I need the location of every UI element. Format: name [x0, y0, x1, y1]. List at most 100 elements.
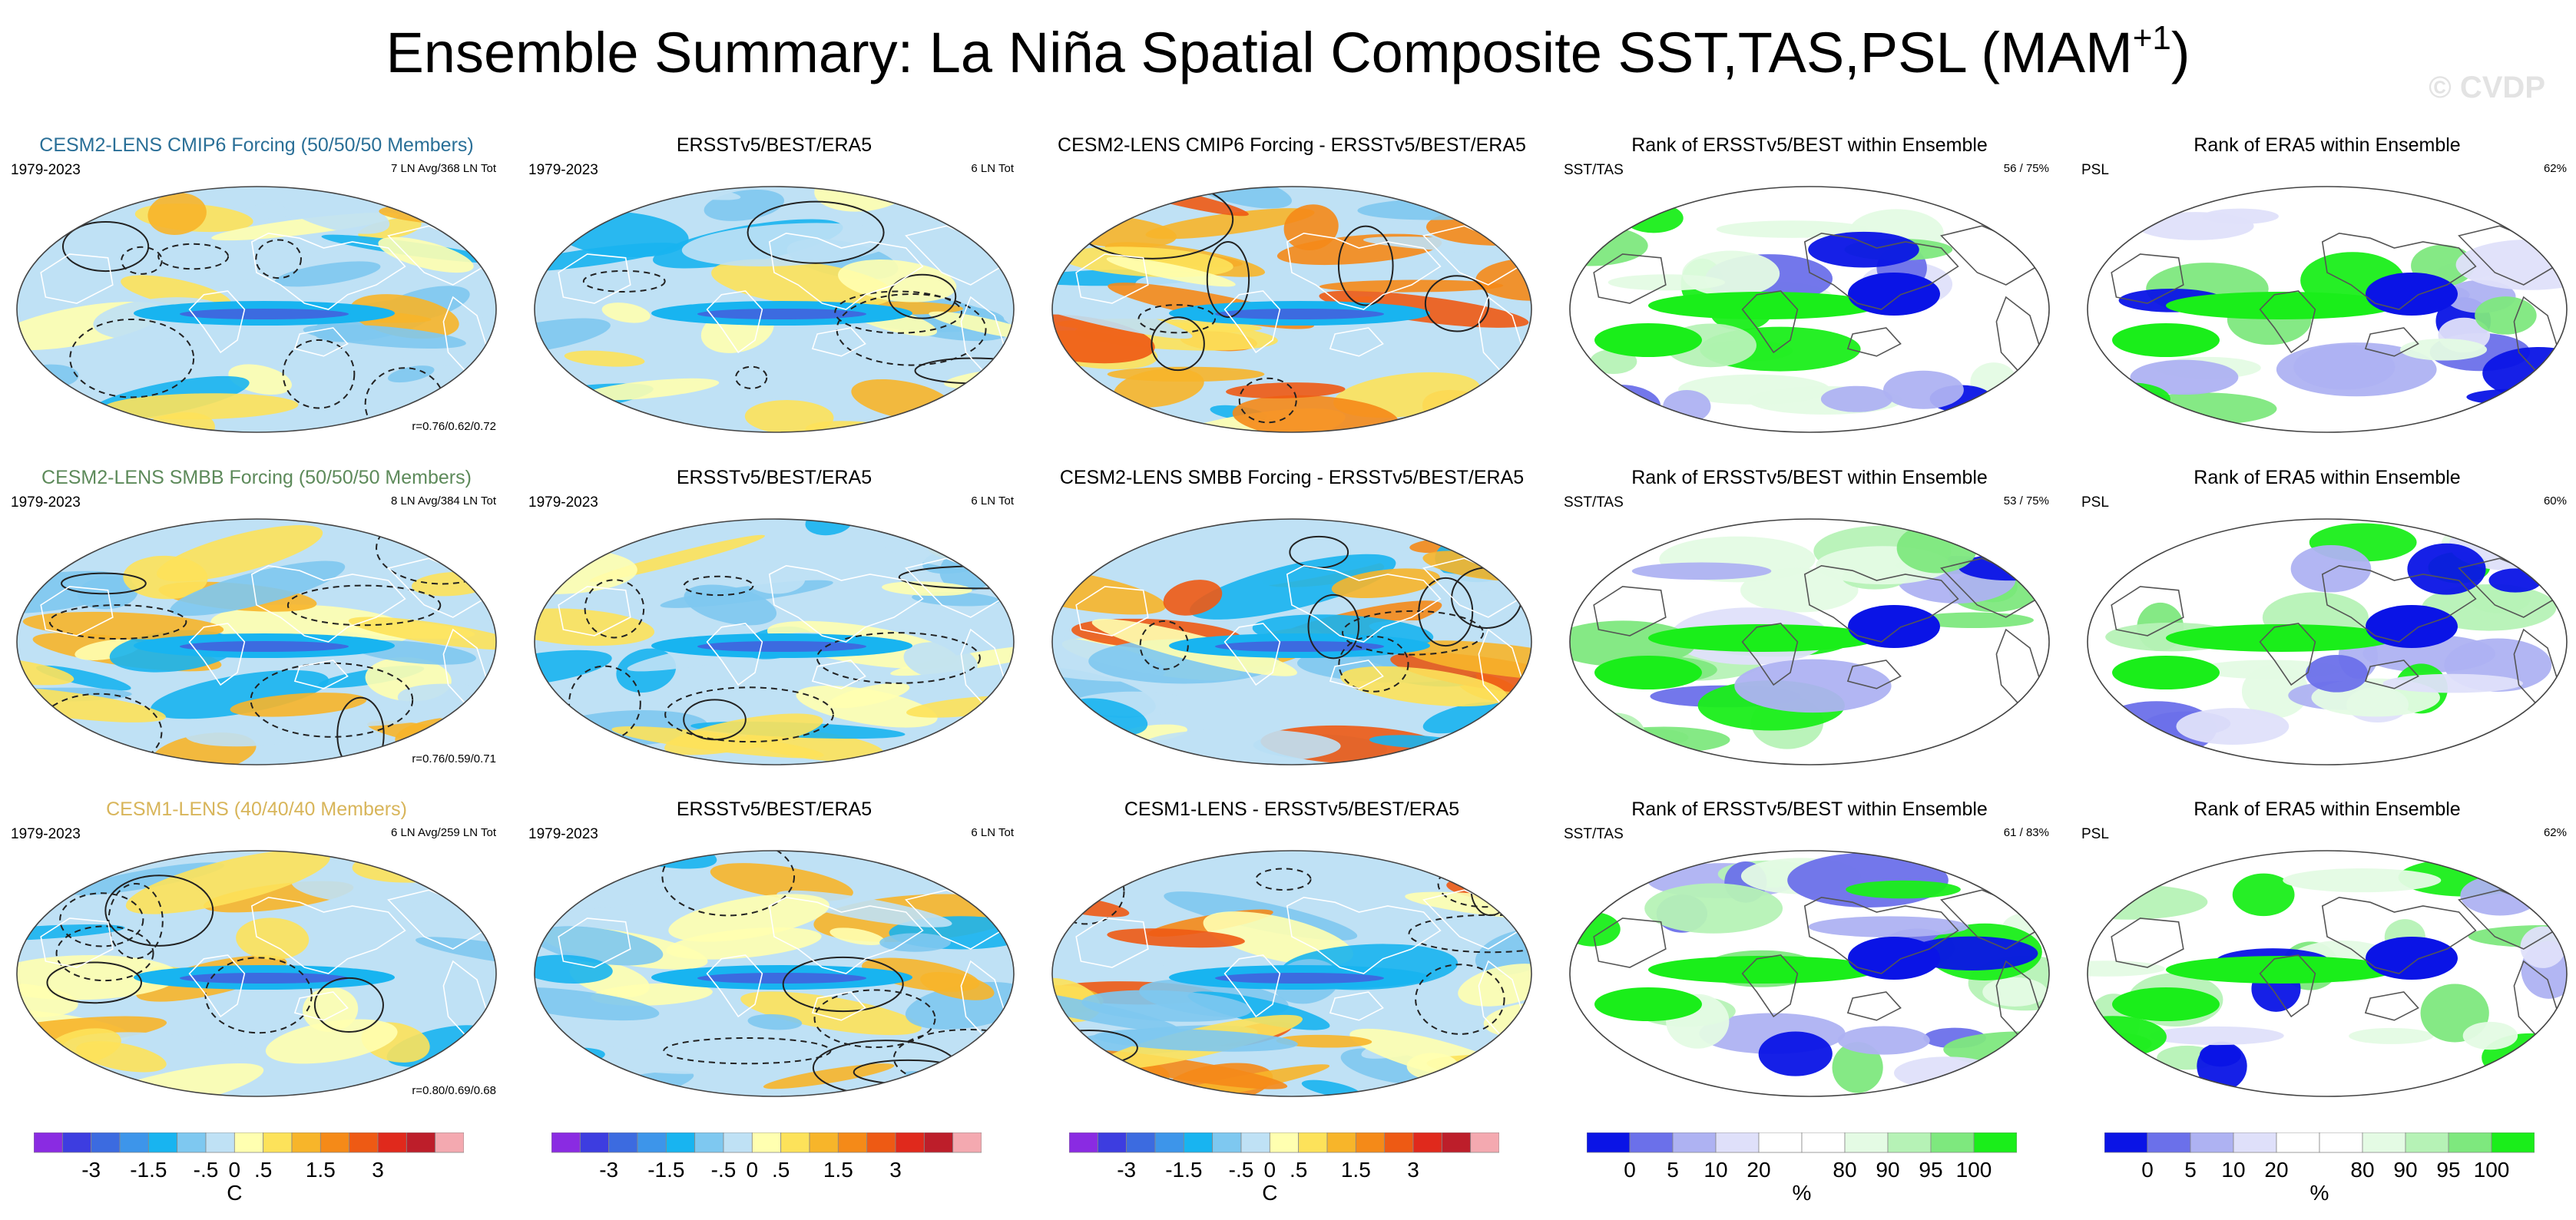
colorbar-segment	[895, 1132, 925, 1153]
panel-title: ERSSTv5/BEST/ERA5	[676, 798, 872, 820]
colorbar-segment	[1441, 1132, 1472, 1153]
colorbar-segment	[205, 1132, 235, 1153]
map-panel: Rank of ERA5 within Ensemble PSL 60%	[2081, 467, 2573, 774]
colorbar-segment	[1298, 1132, 1328, 1153]
colorbar-tick-label: .5	[772, 1158, 790, 1182]
map-panel: CESM1-LENS (40/40/40 Members) 1979-2023 6 …	[11, 798, 502, 1106]
colorbar-segment	[723, 1132, 753, 1153]
colorbar-segment	[1587, 1132, 1631, 1153]
colorbar-tick-label: 10	[2221, 1158, 2245, 1182]
colorbar-segment	[2319, 1132, 2363, 1153]
colorbar-tick-label: 95	[2436, 1158, 2460, 1182]
colorbar-tick-label: -1.5	[1165, 1158, 1202, 1182]
colorbar-segment	[2491, 1132, 2535, 1153]
panel-left-label: PSL	[2081, 494, 2109, 511]
colorbar-tick-label: 0	[2141, 1158, 2154, 1182]
colorbar-segment	[1887, 1132, 1932, 1153]
colorbar-tick-label: 20	[2264, 1158, 2288, 1182]
colorbar-segment	[637, 1132, 667, 1153]
colorbar-segment	[91, 1132, 121, 1153]
colorbar: 0 5 10 20 80 90 95 100%	[2104, 1132, 2535, 1202]
panel-right-label: 60%	[2543, 494, 2567, 508]
map-anom	[534, 850, 1015, 1097]
map-panel: ERSSTv5/BEST/ERA5 1979-2023 6 LN Tot	[528, 467, 1020, 774]
panel-right-label: 6 LN Tot	[971, 162, 1014, 175]
colorbar-segment	[1801, 1132, 1846, 1153]
map-anom	[16, 850, 497, 1097]
map-panel: ERSSTv5/BEST/ERA5 1979-2023 6 LN Tot	[528, 798, 1020, 1106]
colorbar-segment	[809, 1132, 839, 1153]
colorbar-segment	[1930, 1132, 1975, 1153]
map-panel: CESM2-LENS CMIP6 Forcing - ERSSTv5/BEST/…	[1046, 134, 1538, 441]
colorbar-tick-label: 90	[2393, 1158, 2417, 1182]
colorbar-tick-label: 20	[1747, 1158, 1770, 1182]
panel-right-label: 61 / 83%	[2003, 826, 2049, 839]
colorbar-tick-label: -1.5	[647, 1158, 684, 1182]
colorbar-segment	[1973, 1132, 2017, 1153]
colorbar-unit: C	[227, 1181, 242, 1202]
panel-title: CESM2-LENS CMIP6 Forcing (50/50/50 Membe…	[39, 134, 474, 156]
panel-title: Rank of ERA5 within Ensemble	[2194, 798, 2461, 820]
colorbar-unit: C	[1262, 1181, 1277, 1202]
colorbar-segment	[1183, 1132, 1214, 1153]
panel-left-label: 1979-2023	[528, 494, 598, 511]
colorbar-tick-label: .5	[254, 1158, 272, 1182]
colorbar-tick-label: 3	[1407, 1158, 1419, 1182]
colorbar-tick-label: .5	[1290, 1158, 1307, 1182]
colorbar-segment	[406, 1132, 436, 1153]
panel-left-label: SST/TAS	[1564, 494, 1624, 511]
map-anom	[16, 518, 497, 765]
colorbar-segment	[119, 1132, 149, 1153]
panel-left-label: PSL	[2081, 826, 2109, 842]
figure-title: Ensemble Summary: La Niña Spatial Compos…	[386, 19, 2190, 84]
colorbar-segment	[837, 1132, 868, 1153]
colorbar-segment	[1844, 1132, 1889, 1153]
colorbar-tick-label: 5	[1667, 1158, 1679, 1182]
map-panel: Rank of ERA5 within Ensemble PSL 62%	[2081, 798, 2573, 1106]
panel-left-label: 1979-2023	[11, 826, 81, 842]
colorbar-tick-label: 3	[372, 1158, 384, 1182]
colorbar: -3 -1.5 -.5 0 .5 1.5 3 C	[1069, 1132, 1499, 1202]
colorbar-segment	[1355, 1132, 1386, 1153]
colorbar-segment	[177, 1132, 207, 1153]
map-panel: ERSSTv5/BEST/ERA5 1979-2023 6 LN Tot	[528, 134, 1020, 441]
map-diff	[1051, 186, 1532, 433]
panel-correlation: r=0.76/0.62/0.72	[412, 420, 496, 433]
map-rank	[2087, 518, 2568, 765]
colorbar-segment	[1384, 1132, 1414, 1153]
panel-title: CESM2-LENS CMIP6 Forcing - ERSSTv5/BEST/…	[1058, 134, 1526, 156]
map-diff	[1051, 518, 1532, 765]
panel-title: CESM1-LENS - ERSSTv5/BEST/ERA5	[1124, 798, 1460, 820]
colorbar-tick-label: 90	[1876, 1158, 1899, 1182]
colorbar-segment	[1470, 1132, 1499, 1153]
colorbar-segment	[263, 1132, 293, 1153]
panel-left-label: 1979-2023	[11, 494, 81, 511]
colorbar-segment	[665, 1132, 696, 1153]
colorbar-unit: %	[2310, 1181, 2329, 1202]
colorbar: 0 5 10 20 80 90 95 100%	[1587, 1132, 2017, 1202]
map-panel: Rank of ERSSTv5/BEST within Ensemble SST/…	[1564, 467, 2055, 774]
map-anom	[534, 186, 1015, 433]
map-panel: Rank of ERA5 within Ensemble PSL 62%	[2081, 134, 2573, 441]
colorbar-segment	[1269, 1132, 1300, 1153]
panel-right-label: 53 / 75%	[2003, 494, 2049, 508]
colorbar-tick-label: 80	[2350, 1158, 2374, 1182]
colorbar-segment	[1212, 1132, 1242, 1153]
map-diff	[1051, 850, 1532, 1097]
colorbar-graphic: -3 -1.5 -.5 0 .5 1.5 3 C	[34, 1132, 464, 1202]
panel-title: CESM2-LENS SMBB Forcing (50/50/50 Member…	[41, 467, 472, 488]
colorbar-tick-label: 100	[2474, 1158, 2510, 1182]
panel-right-label: 6 LN Tot	[971, 494, 1014, 508]
colorbar-segment	[1412, 1132, 1442, 1153]
colorbar-segment	[2190, 1132, 2234, 1153]
panel-left-label: PSL	[2081, 162, 2109, 178]
colorbar-tick-label: 10	[1704, 1158, 1727, 1182]
colorbar-tick-label: 0	[1624, 1158, 1636, 1182]
map-panel: CESM1-LENS - ERSSTv5/BEST/ERA5	[1046, 798, 1538, 1106]
colorbar-segment	[349, 1132, 379, 1153]
map-rank	[1569, 186, 2050, 433]
colorbar-tick-label: -1.5	[130, 1158, 167, 1182]
colorbar-segment	[1672, 1132, 1717, 1153]
colorbar-tick-label: 0	[229, 1158, 241, 1182]
colorbar-segment	[579, 1132, 610, 1153]
